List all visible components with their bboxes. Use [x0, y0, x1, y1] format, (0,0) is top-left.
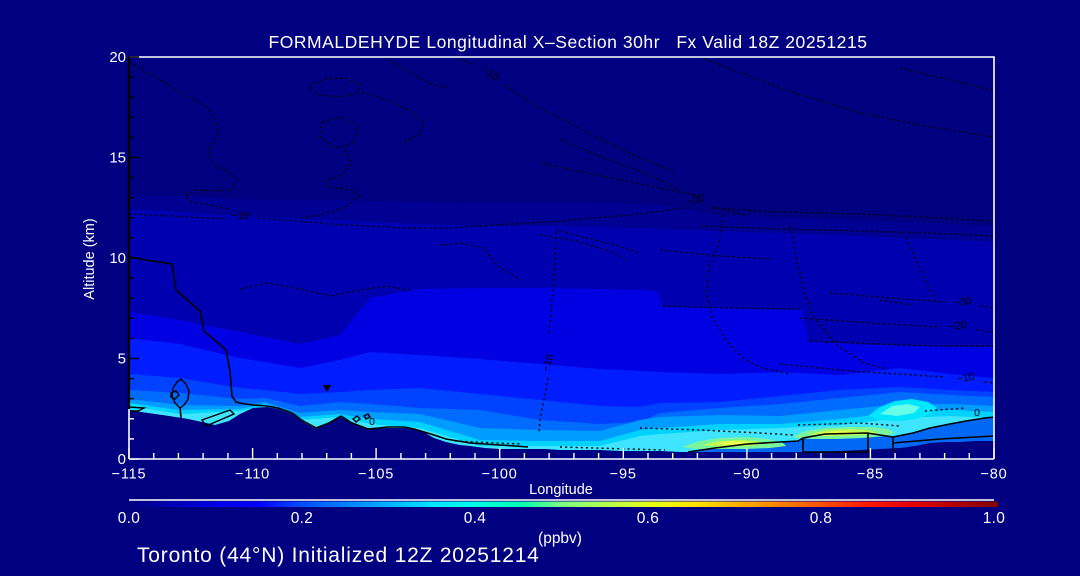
svg-text:0.2: 0.2	[291, 510, 313, 527]
svg-text:10: 10	[109, 250, 126, 267]
svg-text:−10: −10	[231, 210, 249, 222]
svg-text:−85: −85	[857, 467, 884, 483]
svg-text:Altitude (km): Altitude (km)	[82, 218, 98, 299]
svg-text:−90: −90	[733, 467, 760, 483]
svg-text:−115: −115	[112, 467, 147, 483]
svg-text:Toronto (44°N) Initialized 12Z: Toronto (44°N) Initialized 12Z 20251214	[137, 544, 540, 567]
svg-text:−20: −20	[686, 192, 707, 209]
svg-text:(ppbv): (ppbv)	[538, 530, 582, 547]
svg-text:20: 20	[109, 49, 126, 66]
svg-text:0.6: 0.6	[637, 510, 659, 527]
svg-text:0: 0	[369, 416, 375, 428]
svg-text:0.8: 0.8	[810, 510, 832, 527]
svg-text:0: 0	[974, 407, 980, 419]
svg-text:1.0: 1.0	[983, 510, 1006, 527]
svg-text:5: 5	[118, 351, 126, 368]
svg-text:FORMALDEHYDE Longitudinal X–Se: FORMALDEHYDE Longitudinal X–Section 30hr…	[268, 32, 867, 52]
svg-text:−110: −110	[235, 467, 270, 483]
svg-text:0.0: 0.0	[118, 510, 141, 527]
svg-text:−20: −20	[948, 319, 967, 333]
svg-text:0.4: 0.4	[464, 510, 487, 527]
svg-text:−10: −10	[540, 353, 557, 374]
svg-text:−100: −100	[482, 467, 518, 483]
svg-text:−30: −30	[953, 295, 972, 309]
svg-text:−80: −80	[980, 467, 1007, 483]
svg-text:0: 0	[118, 451, 126, 468]
svg-text:15: 15	[109, 150, 126, 167]
svg-text:−10: −10	[956, 371, 976, 386]
svg-text:−105: −105	[358, 467, 394, 483]
svg-text:−95: −95	[610, 467, 637, 483]
svg-text:Longitude: Longitude	[529, 482, 593, 498]
